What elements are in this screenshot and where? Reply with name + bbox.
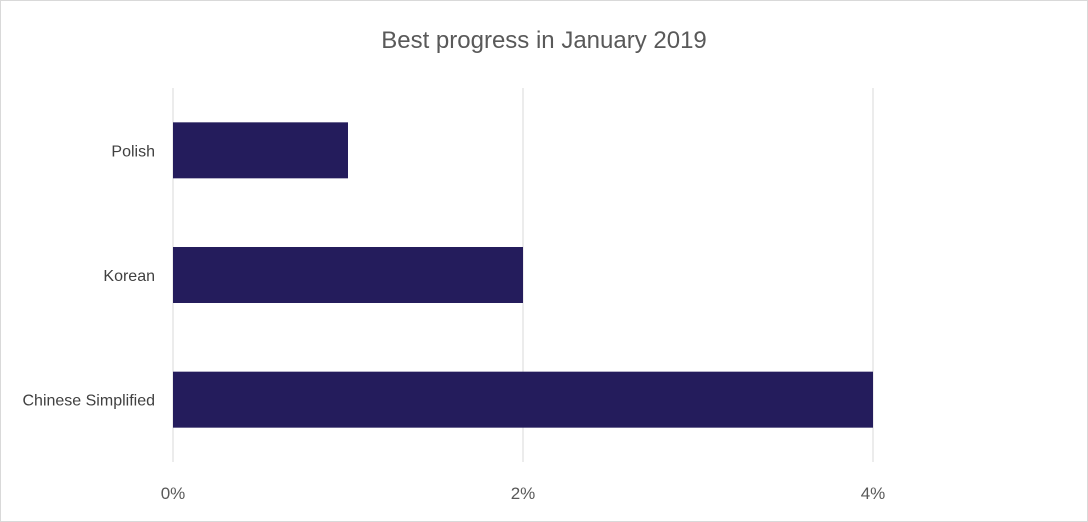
chart-title: Best progress in January 2019 — [381, 27, 707, 54]
bars — [173, 122, 873, 428]
x-tick-label: 0% — [161, 484, 186, 503]
bar-polish — [173, 122, 348, 179]
category-label: Chinese Simplified — [22, 393, 155, 410]
category-labels: Polish Korean Chinese Simplified — [22, 143, 155, 409]
category-label: Polish — [111, 143, 155, 160]
bar-korean — [173, 247, 523, 303]
x-tick-labels: 0% 2% 4% — [161, 484, 886, 503]
bar-chinese-simplified — [173, 371, 873, 428]
category-label: Korean — [103, 268, 155, 285]
x-tick-label: 2% — [511, 484, 536, 503]
x-tick-label: 4% — [861, 484, 886, 503]
